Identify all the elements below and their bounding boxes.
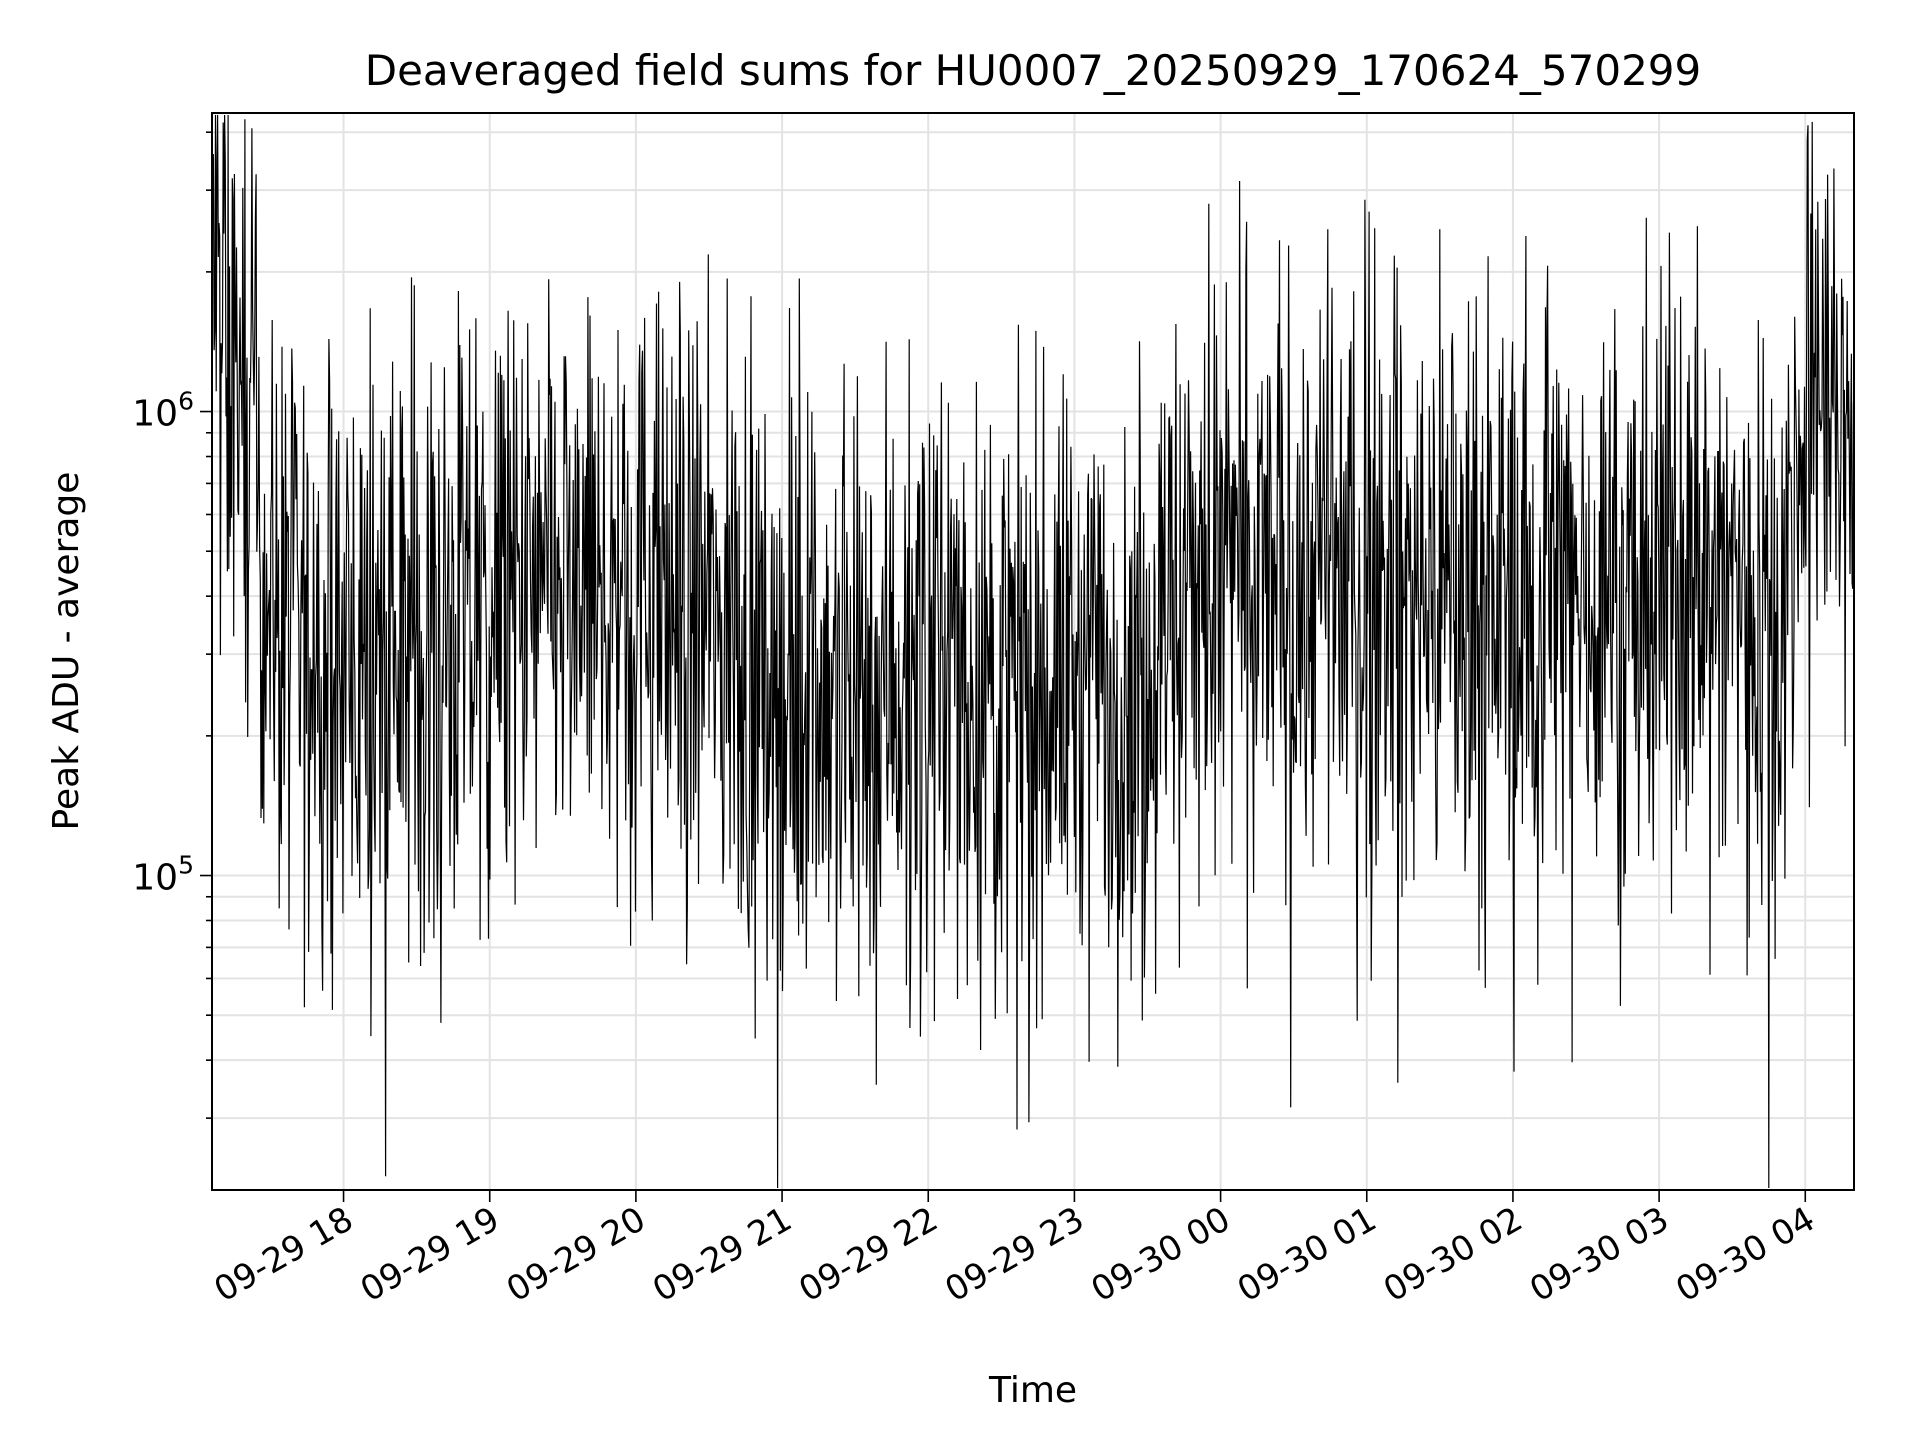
plot-frame [211, 112, 1855, 1191]
y-tick-label: 105 [132, 851, 194, 899]
plot-area [212, 114, 1854, 1189]
x-tick-label: 09-30 02 [1377, 1199, 1529, 1310]
x-tick-label: 09-29 18 [208, 1199, 360, 1310]
x-tick-label: 09-29 21 [646, 1199, 798, 1310]
x-tick-label: 09-30 04 [1669, 1199, 1821, 1310]
series-line [212, 114, 1854, 1189]
x-tick-label: 09-29 22 [792, 1199, 944, 1310]
x-tick-label: 09-30 01 [1231, 1199, 1383, 1310]
chart-title: Deaveraged field sums for HU0007_2025092… [365, 46, 1702, 95]
x-tick-label: 09-29 20 [500, 1199, 652, 1310]
x-tick-label: 09-29 23 [939, 1199, 1091, 1310]
x-tick-label: 09-30 03 [1523, 1199, 1675, 1310]
y-tick-label: 106 [132, 387, 194, 435]
x-tick-label: 09-30 00 [1085, 1199, 1237, 1310]
x-axis-label: Time [988, 1370, 1077, 1411]
x-tick-label: 09-29 19 [354, 1199, 506, 1310]
y-axis-label: Peak ADU - average [46, 472, 87, 831]
